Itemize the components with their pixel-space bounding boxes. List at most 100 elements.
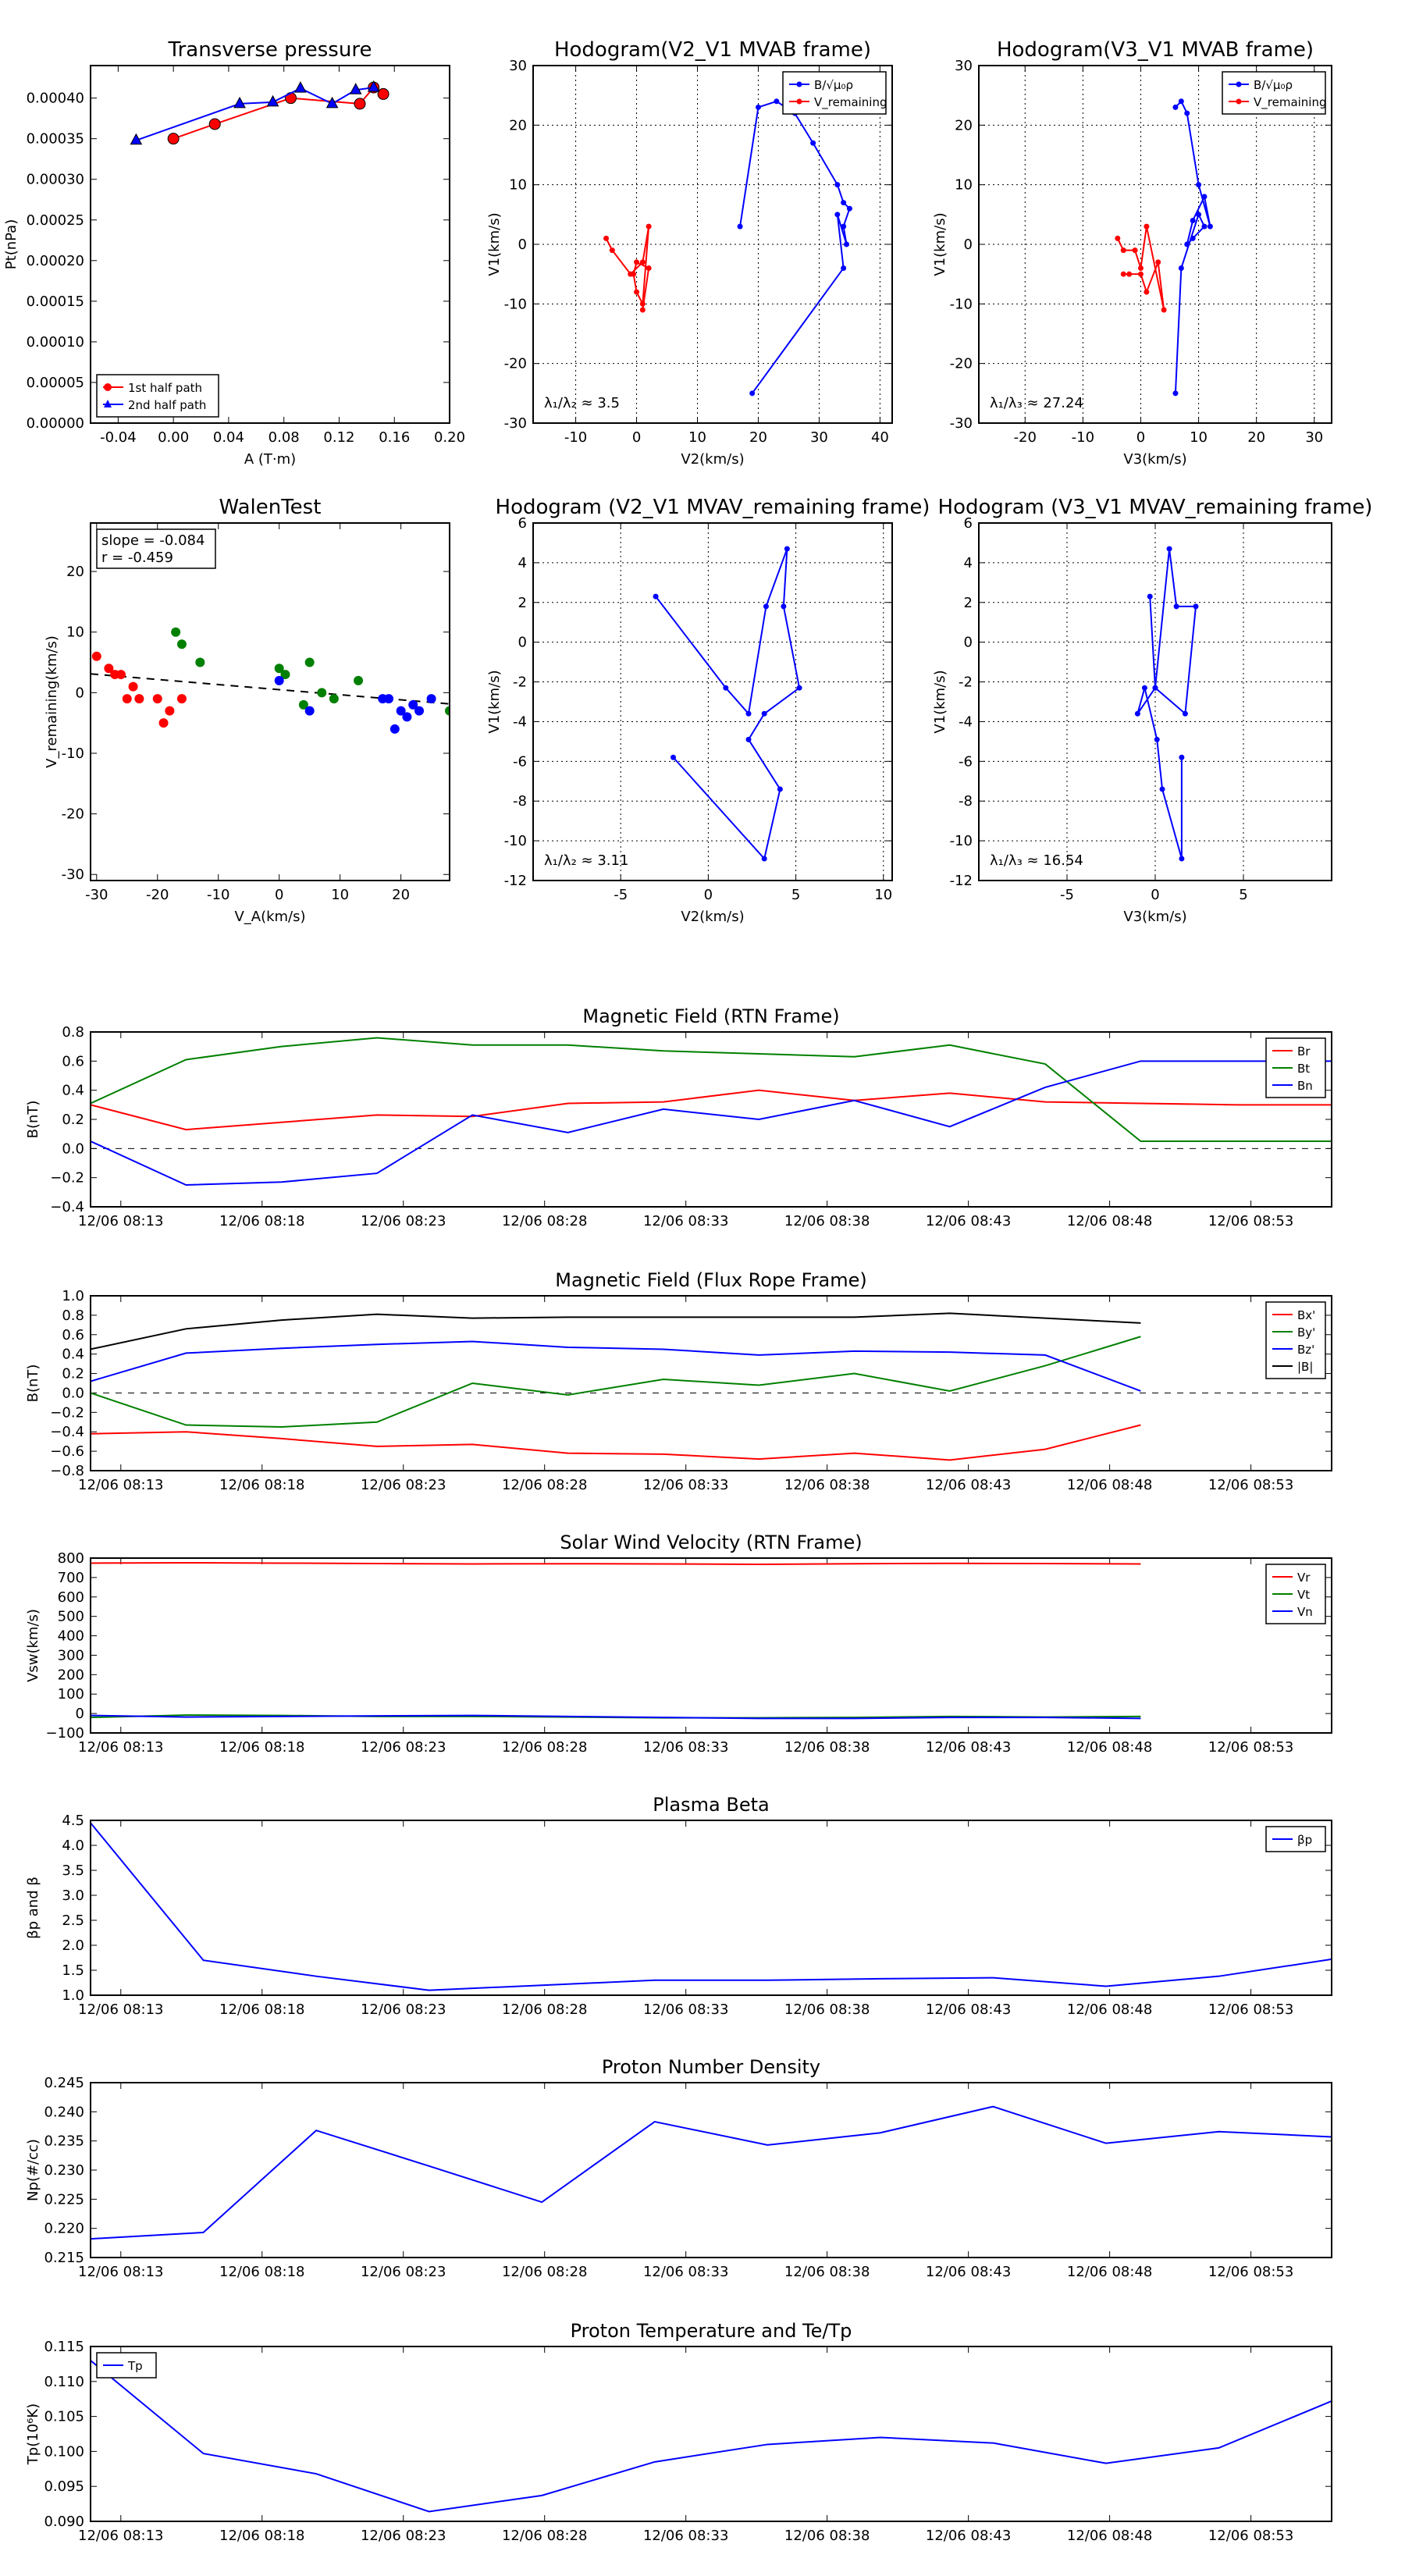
x-tick-label: 12/06 08:28 [502, 1213, 587, 1229]
legend-label: Bz' [1297, 1343, 1314, 1357]
data-point [781, 603, 787, 610]
legend-label: Vn [1297, 1605, 1313, 1619]
x-tick-label: 12/06 08:28 [502, 1739, 587, 1756]
y-tick-label: -6 [959, 753, 973, 770]
y-tick-label: 1.0 [62, 1288, 84, 1304]
y-tick-label: 0.8 [62, 1308, 84, 1324]
annotation-text: r = -0.459 [101, 550, 173, 566]
x-tick-label: 12/06 08:48 [1067, 1477, 1152, 1493]
series-line-Vn [91, 1714, 1141, 1720]
x-axis-label: A (T·m) [244, 451, 296, 468]
x-tick-label: 12/06 08:53 [1208, 1739, 1293, 1756]
data-point [777, 786, 783, 792]
data-point [414, 706, 425, 716]
x-tick-label: 30 [1305, 429, 1323, 446]
x-tick-label: 12/06 08:28 [502, 1477, 587, 1493]
y-tick-label: 0.00020 [27, 253, 84, 269]
y-axis-label: V1(km/s) [932, 212, 948, 276]
data-point [274, 675, 284, 685]
chart-title: Transverse pressure [168, 38, 372, 62]
series-line-Vr [91, 1561, 1141, 1565]
data-point [841, 200, 847, 206]
data-point [1166, 546, 1172, 552]
data-point [639, 301, 646, 307]
x-tick-label: 12/06 08:38 [784, 1477, 870, 1493]
x-tick-label: 12/06 08:48 [1067, 2528, 1152, 2544]
chart-nd: Proton Number Density 0.215 0.220 0.225 0.23… [25, 2056, 1332, 2280]
plot-area [1115, 98, 1213, 397]
x-tick-label: 10 [1190, 429, 1208, 446]
legend-label: 2nd half path [128, 398, 206, 412]
y-tick-label: -20 [62, 806, 84, 823]
data-point [784, 546, 790, 552]
chart-mf: Magnetic Field (RTN Frame) −0.4 −0.2 0.0 0.2… [25, 1005, 1332, 1229]
series-line-|B| [91, 1312, 1141, 1350]
legend: βp [1265, 1826, 1326, 1852]
y-tick-label: 10 [509, 177, 527, 194]
data-point [274, 664, 284, 674]
y-tick-label: 0.8 [62, 1024, 84, 1041]
y-tick-label: -10 [950, 296, 973, 312]
data-point [354, 675, 364, 685]
data-point [634, 289, 640, 295]
data-point [304, 706, 315, 716]
legend-label: Br [1297, 1044, 1311, 1059]
x-tick-label: 12/06 08:38 [784, 2264, 870, 2280]
data-point [130, 133, 143, 145]
x-tick-label: 12/06 08:33 [643, 1213, 728, 1229]
data-point [116, 670, 126, 680]
y-tick-label: −0.2 [50, 1170, 84, 1187]
plot-area [91, 2360, 1332, 2513]
legend-box [1265, 1301, 1326, 1379]
axes-frame [90, 1557, 1332, 1734]
y-tick-label: 200 [58, 1667, 84, 1683]
x-tick-label: -5 [1060, 887, 1074, 903]
data-point [745, 736, 752, 742]
y-tick-label: 300 [58, 1647, 84, 1663]
legend-label: Bn [1297, 1079, 1313, 1093]
axes-frame [90, 1031, 1332, 1208]
series-line-By' [91, 1336, 1141, 1429]
x-tick-label: 12/06 08:23 [361, 1739, 446, 1756]
chart-pt: Proton Temperature and Te/Tp 0.090 0.095 0.… [25, 2320, 1332, 2544]
y-tick-label: 20 [66, 564, 84, 580]
x-tick-label: 12/06 08:53 [1208, 1477, 1293, 1493]
y-tick-label: 20 [509, 117, 527, 133]
x-tick-label: 12/06 08:48 [1067, 2001, 1152, 2018]
data-point [233, 96, 246, 109]
legend-marker [1236, 81, 1242, 87]
y-tick-label: 10 [955, 177, 973, 194]
y-tick-label: 600 [58, 1589, 84, 1606]
series-line-V_remaining [605, 226, 650, 311]
axes-frame [90, 2082, 1332, 2258]
series-line-blue [1136, 548, 1197, 859]
x-tick-label: 12/06 08:53 [1208, 2528, 1293, 2544]
y-tick-label: 0.240 [44, 2104, 84, 2120]
y-tick-label: 0 [518, 635, 527, 651]
data-point [1190, 217, 1196, 223]
y-tick-label: 10 [66, 624, 84, 641]
y-tick-label: -10 [504, 833, 527, 849]
data-point [1201, 223, 1208, 229]
axes-frame [90, 2346, 1332, 2522]
x-tick-label: 10 [331, 887, 349, 903]
axes-frame [978, 65, 1332, 424]
data-point [128, 681, 138, 692]
series-line-Bx' [91, 1424, 1141, 1461]
y-axis-label: V_remaining(km/s) [44, 635, 60, 768]
x-tick-label: 12/06 08:18 [219, 2001, 304, 2018]
data-point [266, 94, 279, 107]
x-axis-label: V3(km/s) [1123, 909, 1186, 925]
legend-label: 1st half path [128, 381, 202, 395]
y-tick-label: 6 [518, 515, 527, 532]
y-tick-label: -4 [959, 713, 973, 730]
x-axis-label: V2(km/s) [681, 451, 744, 468]
y-axis-label: βp and β [25, 1877, 41, 1939]
legend: Bx' By' Bz' |B| [1265, 1301, 1326, 1379]
x-tick-label: 5 [791, 887, 800, 903]
annotation-text: λ₁/λ₂ ≈ 3.11 [544, 852, 628, 869]
y-tick-label: −100 [46, 1725, 84, 1742]
legend: B/√μ₀ρ V_remaining [1222, 71, 1327, 115]
y-tick-label: 0.115 [44, 2339, 84, 2355]
